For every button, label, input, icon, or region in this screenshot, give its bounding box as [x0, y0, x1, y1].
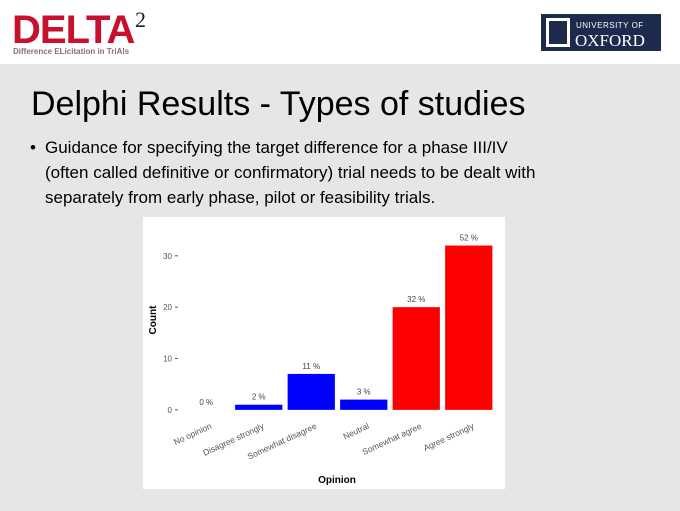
oxford-line2: OXFORD [575, 31, 645, 50]
bar-label: 2 % [252, 393, 266, 402]
slide-title: Delphi Results - Types of studies [31, 85, 526, 123]
y-tick-label: 10 [163, 355, 172, 364]
bullet-line: Guidance for specifying the target diffe… [45, 138, 508, 157]
bar-label: 11 % [302, 362, 320, 371]
bar [392, 307, 440, 410]
bar-label: 32 % [407, 295, 425, 304]
oxford-logo: UNIVERSITY OF OXFORD [541, 14, 661, 51]
logo-name: DELTA [12, 8, 134, 52]
y-tick-label: 30 [163, 252, 172, 261]
plot-area [180, 225, 495, 415]
bar [445, 245, 493, 410]
bullet-line: (often called definitive or confirmatory… [45, 163, 535, 182]
logo-tagline: Difference ELicitation in TriAls [13, 47, 130, 56]
bullet-marker: • [30, 138, 36, 157]
y-tick-label: 0 [168, 406, 173, 415]
bar-label: 3 % [357, 388, 371, 397]
y-axis-title: Count [148, 305, 159, 335]
bar [235, 404, 283, 410]
delta-logo: DELTA 2 Difference ELicitation in TriAls [12, 7, 146, 56]
bullet-line: separately from early phase, pilot or fe… [45, 188, 435, 207]
bar [287, 373, 335, 410]
bar-label: 52 % [460, 234, 478, 243]
y-tick-label: 20 [163, 303, 172, 312]
x-axis-title: Opinion [318, 475, 356, 486]
bar-label: 0 % [199, 398, 213, 407]
logo-superscript: 2 [135, 7, 146, 32]
oxford-crest-inner [549, 21, 567, 44]
bar [340, 399, 388, 410]
oxford-line1: UNIVERSITY OF [576, 21, 644, 30]
